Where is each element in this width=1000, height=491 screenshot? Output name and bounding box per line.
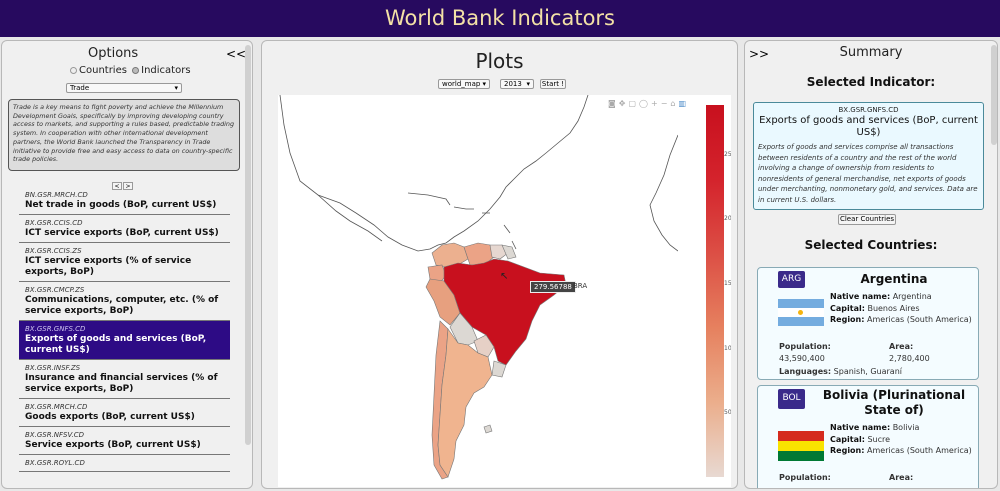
radio-countries[interactable]: Countries xyxy=(70,65,127,76)
dropdown-arrow-icon: ▾ xyxy=(174,84,178,92)
zoom-in-icon[interactable]: + xyxy=(650,99,661,108)
selected-countries-heading: Selected Countries: xyxy=(804,238,938,252)
camera-icon[interactable]: ◙ xyxy=(608,99,619,108)
plots-title: Plots xyxy=(475,49,524,73)
map-country[interactable] xyxy=(427,264,447,284)
next-page-button[interactable]: > xyxy=(123,182,133,190)
pager: < > xyxy=(112,173,134,192)
bolivia-flag-icon xyxy=(778,431,824,461)
options-title: Options xyxy=(88,46,139,61)
hover-value-label: 279.56788 xyxy=(530,281,576,293)
indicator-item[interactable]: BX.GSR.INSF.ZS Insurance and financial se… xyxy=(19,360,230,399)
prev-page-button[interactable]: < xyxy=(112,182,122,190)
collapse-options-button[interactable]: << xyxy=(226,47,247,61)
country-name: Argentina xyxy=(860,272,928,286)
indicator-item[interactable]: BX.GSR.MRCH.CD Goods exports (BoP, curren… xyxy=(19,399,230,427)
indicator-item[interactable]: BX.GSR.NFSV.CD Service exports (BoP, curr… xyxy=(19,427,230,455)
indicator-item[interactable]: BX.GSR.CCIS.ZS ICT service exports (% of … xyxy=(19,243,230,282)
radio-indicators[interactable]: Indicators xyxy=(132,65,191,76)
north-america-coast xyxy=(279,95,589,252)
selected-indicator-heading: Selected Indicator: xyxy=(806,75,936,89)
selected-indicator-card: BX.GSR.GNFS.CD Exports of goods and serv… xyxy=(753,102,984,210)
area-stat: Area: 2,780,400 xyxy=(889,342,930,363)
population-stat: Population: 43,590,400 xyxy=(779,342,831,363)
plots-panel: Plots world_map ▾ 2013 ▾ Start ! xyxy=(261,40,738,489)
population-stat: Population: xyxy=(779,473,831,482)
options-scrollbar[interactable] xyxy=(245,45,251,445)
zoom-out-icon[interactable]: − xyxy=(660,99,671,108)
map-country[interactable] xyxy=(473,334,495,358)
year-select[interactable]: 2013 ▾ xyxy=(500,79,534,89)
country-code-badge: BOL xyxy=(778,389,805,409)
summary-title: Summary xyxy=(839,45,903,60)
mode-radio-group: Countries Indicators xyxy=(70,65,191,76)
summary-panel: >> Summary Selected Indicator: BX.GSR.GN… xyxy=(744,40,998,489)
indicator-item[interactable]: BX.GSR.CMCP.ZS Communications, computer, … xyxy=(19,282,230,321)
indicator-name: Exports of goods and services (BoP, curr… xyxy=(759,115,978,138)
lasso-icon[interactable]: ◯ xyxy=(639,99,651,108)
argentina-flag-icon xyxy=(778,299,824,326)
map-country[interactable] xyxy=(491,360,507,378)
languages-stat: Languages: Spanish, Guaraní xyxy=(779,367,903,376)
indicator-item[interactable]: BX.GSR.CCIS.CD ICT service exports (BoP, … xyxy=(19,215,230,243)
country-code-badge: ARG xyxy=(778,271,805,288)
country-card[interactable]: ARG Argentina Native name: Argentina Cap… xyxy=(757,267,979,380)
radio-off-icon xyxy=(70,66,77,74)
caribbean-islands xyxy=(407,192,517,250)
mouse-cursor-icon: ↖ xyxy=(500,271,509,282)
map-modebar[interactable]: ◙✥▢◯+−⌂▥ xyxy=(608,99,689,108)
falkland-islands[interactable] xyxy=(483,424,493,434)
country-card[interactable]: BOL Bolivia (Plurinational State of) Nat… xyxy=(757,385,979,488)
plot-type-select[interactable]: world_map ▾ xyxy=(438,79,490,89)
radio-on-icon xyxy=(132,66,140,74)
map-svg xyxy=(279,95,678,480)
dropdown-arrow-icon: ▾ xyxy=(482,80,486,88)
country-name: Bolivia (Plurinational State of) xyxy=(822,388,966,417)
country-details: Native name: Bolivia Capital: Sucre Regi… xyxy=(830,423,972,455)
pan-icon[interactable]: ✥ xyxy=(618,99,629,108)
country-details: Native name: Argentina Capital: Buenos A… xyxy=(830,292,972,324)
reset-icon[interactable]: ⌂ xyxy=(670,99,679,108)
expand-summary-button[interactable]: >> xyxy=(749,47,770,61)
summary-scrollbar[interactable] xyxy=(991,45,997,145)
app-header: World Bank Indicators xyxy=(0,0,1000,37)
map-country[interactable] xyxy=(501,244,517,260)
indicator-list: BN.GSR.MRCH.CD Net trade in goods (BoP, c… xyxy=(19,187,230,472)
mexico-coast xyxy=(317,194,383,242)
map-country-argentina[interactable] xyxy=(437,328,493,478)
options-panel: Options << Countries Indicators Trade ▾ T… xyxy=(1,40,253,489)
topic-select[interactable]: Trade ▾ xyxy=(66,83,182,93)
dropdown-arrow-icon: ▾ xyxy=(526,80,530,88)
plotly-logo-icon[interactable]: ▥ xyxy=(678,99,690,108)
indicator-item-selected[interactable]: BX.GSR.GNFS.CD Exports of goods and servi… xyxy=(19,321,230,360)
choropleth-map[interactable]: ◙✥▢◯+−⌂▥ 250B 200B 150B 100B 50B 279.567… xyxy=(278,95,731,487)
indicator-item[interactable]: BX.GSR.ROYL.CD xyxy=(19,455,230,472)
colorbar xyxy=(706,105,724,477)
box-select-icon[interactable]: ▢ xyxy=(628,99,640,108)
start-button[interactable]: Start ! xyxy=(540,79,566,89)
app-title: World Bank Indicators xyxy=(384,6,615,30)
clear-countries-button[interactable]: Clear Countries xyxy=(838,214,896,225)
area-stat: Area: xyxy=(889,473,914,482)
indicator-code: BX.GSR.GNFS.CD xyxy=(838,106,899,114)
africa-coast xyxy=(649,134,678,252)
indicator-description: Exports of goods and services comprise a… xyxy=(758,143,978,204)
hover-country-label: BRA xyxy=(573,282,588,290)
indicator-item[interactable]: BN.GSR.MRCH.CD Net trade in goods (BoP, c… xyxy=(19,187,230,215)
topic-description: Trade is a key means to fight poverty an… xyxy=(8,99,240,171)
